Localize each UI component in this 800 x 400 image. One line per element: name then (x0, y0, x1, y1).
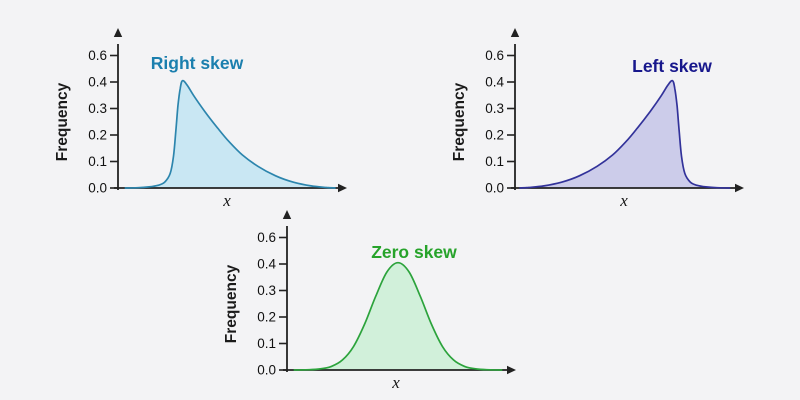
y-axis-title: Frequency (224, 264, 240, 343)
y-tick-label: 0.2 (88, 128, 107, 143)
y-tick-label: 0.1 (257, 336, 276, 351)
curve-line (124, 79, 336, 189)
y-tick-label: 0.4 (88, 75, 107, 90)
area-fill (519, 80, 731, 188)
x-axis-title: x (619, 191, 628, 210)
y-tick-label: 0.0 (485, 181, 504, 196)
y-axis-arrow (113, 28, 123, 37)
y-axis-arrow (282, 210, 292, 219)
x-axis-title: x (222, 191, 231, 210)
y-tick-label: 0.0 (257, 363, 276, 378)
chart-zero-skew: 0.0 0.1 0.2 0.3 0.4 0.6 Frequency x Zero skew (224, 190, 529, 395)
chart-title: Right skew (151, 53, 244, 73)
chart-title: Zero skew (371, 242, 457, 262)
area-fill (293, 262, 503, 370)
curve-line (293, 261, 503, 371)
y-axis-arrow (510, 28, 520, 37)
y-tick-label: 0.4 (485, 75, 504, 90)
y-tick-label: 0.3 (257, 283, 276, 298)
y-tick-label: 0.4 (257, 257, 276, 272)
y-tick-label: 0.3 (485, 101, 504, 116)
y-tick-label: 0.6 (88, 48, 107, 63)
y-tick-label: 0.3 (88, 101, 107, 116)
y-tick-label: 0.6 (485, 48, 504, 63)
distribution-plot: 0.0 0.1 0.2 0.3 0.4 0.6 Frequency x Zero skew (224, 210, 516, 392)
distribution-plot: 0.0 0.1 0.2 0.3 0.4 0.6 Frequency x Left skew (452, 28, 744, 210)
x-axis-arrow (338, 183, 347, 193)
chart-right-skew: 0.0 0.1 0.2 0.3 0.4 0.6 Frequency x Right skew (55, 8, 360, 213)
distribution-plot: 0.0 0.1 0.2 0.3 0.4 0.6 Frequency x Right skew (55, 28, 347, 210)
y-tick-label: 0.2 (257, 310, 276, 325)
y-tick-label: 0.1 (88, 154, 107, 169)
y-axis-title: Frequency (452, 82, 468, 161)
y-tick-label: 0.0 (88, 181, 107, 196)
x-axis-title: x (391, 373, 400, 392)
y-axis-title: Frequency (55, 82, 71, 161)
curve-line (519, 79, 731, 189)
y-tick-label: 0.1 (485, 154, 504, 169)
area-fill (124, 80, 336, 188)
x-axis-arrow (735, 183, 744, 193)
chart-left-skew: 0.0 0.1 0.2 0.3 0.4 0.6 Frequency x Left skew (452, 8, 757, 213)
y-tick-label: 0.2 (485, 128, 504, 143)
chart-title: Left skew (632, 56, 712, 76)
y-tick-label: 0.6 (257, 230, 276, 245)
x-axis-arrow (507, 365, 516, 375)
